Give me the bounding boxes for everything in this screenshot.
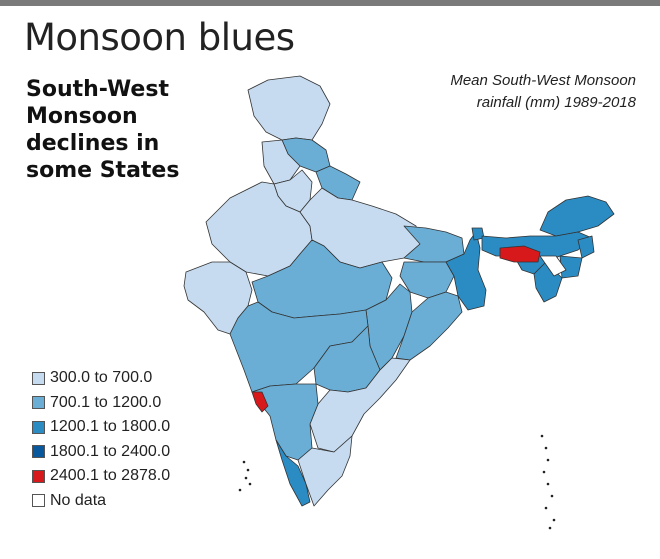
state-region [247,75,331,141]
island-speck [540,434,544,438]
island-speck [544,446,548,450]
legend-label: 700.1 to 1200.0 [50,393,162,411]
state-region [251,391,269,413]
island-speck [542,470,546,474]
island-speck [242,460,246,464]
state-region [539,255,567,277]
island-speck [244,476,248,480]
island-speck [248,482,252,486]
legend-label: 1800.1 to 2400.0 [50,442,171,460]
legend-swatch [32,494,45,508]
top-bar [0,0,660,6]
subtitle: South-West Monsoon declines in some Stat… [26,77,180,183]
legend-swatch [32,469,45,483]
legend-swatch [32,371,45,385]
state-region [499,245,541,263]
island-speck [550,494,554,498]
island-speck [552,518,556,522]
state-region [275,439,311,507]
state-region [539,195,615,237]
legend-swatch [32,445,45,459]
legend-swatch [32,420,45,434]
legend: 300.0 to 700.0 700.1 to 1200.0 1200.1 to… [32,366,170,513]
island-speck [548,526,552,530]
island-speck [546,458,550,462]
legend-item: No data [32,489,170,514]
state-region [445,231,487,311]
legend-item: 300.0 to 700.0 [32,366,170,391]
legend-label: No data [50,491,107,509]
state-region [577,235,595,259]
legend-item: 1200.1 to 1800.0 [32,415,170,440]
legend-item: 1800.1 to 2400.0 [32,440,170,465]
state-region [261,139,301,185]
legend-item: 2400.1 to 2878.0 [32,464,170,489]
legend-label: 2400.1 to 2878.0 [50,467,171,485]
island-speck [546,482,550,486]
map-caption: Mean South-West Monsoon rainfall (mm) 19… [450,72,636,111]
island-speck [238,488,242,492]
state-region [309,357,411,453]
page-title: Monsoon blues [24,16,295,59]
legend-swatch [32,396,45,410]
legend-label: 300.0 to 700.0 [50,369,153,387]
state-region [297,435,353,507]
legend-item: 700.1 to 1200.0 [32,391,170,416]
island-speck [246,468,250,472]
island-speck [544,506,548,510]
legend-label: 1200.1 to 1800.0 [50,418,171,436]
